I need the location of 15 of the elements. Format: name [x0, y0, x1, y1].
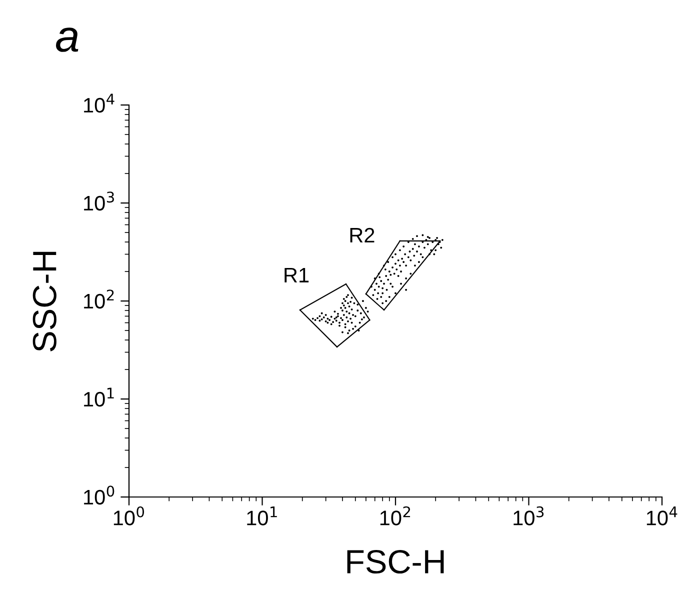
y-tick-label: 10$^{4}$: [84, 94, 114, 113]
y-tick-label: 10$^{1}$: [84, 388, 114, 407]
x-tick-label: 10$^{1}$: [247, 506, 277, 526]
chart-title: a: [56, 28, 78, 52]
y-tick-label: 10$^{0}$: [84, 486, 114, 505]
annotation: R2: [350, 228, 374, 242]
y-tick-label: 10$^{2}$: [84, 290, 114, 309]
x-tick-label: 10$^{3}$: [514, 506, 544, 526]
y-tick-label: 10$^{3}$: [84, 192, 114, 211]
x-axis-title: FSC-H: [347, 550, 444, 574]
x-tick-label: 10$^{2}$: [380, 506, 410, 526]
y-axis-title: SSC-H: [32, 252, 56, 352]
annotation: R1: [284, 268, 309, 282]
x-tick-label: 10$^{4}$: [646, 506, 678, 526]
x-tick-label: 10$^{0}$: [114, 506, 144, 526]
